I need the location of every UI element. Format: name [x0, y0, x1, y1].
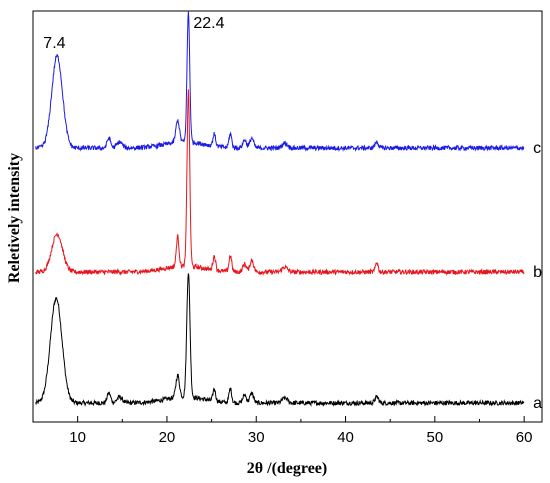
series-labels: a b c: [533, 140, 542, 412]
series-label-c: c: [533, 140, 541, 157]
peak-annotation: 7.4: [43, 35, 65, 52]
x-axis-title: 2θ /(degree): [247, 460, 327, 477]
series-line-b: [35, 89, 525, 277]
peak-annotations: 7.4 22.4: [43, 15, 224, 52]
series-layer: [35, 11, 525, 408]
series-line-a: [35, 273, 525, 408]
x-tick-label: 30: [248, 429, 265, 446]
series-line-c: [35, 11, 525, 153]
peak-annotation: 22.4: [193, 15, 224, 32]
x-ticks: 10 20 30 40 50 60: [32, 416, 533, 446]
x-tick-label: 60: [516, 429, 533, 446]
x-tick-label: 40: [337, 429, 354, 446]
x-tick-label: 10: [69, 429, 86, 446]
y-axis-title: Reletively intensity: [6, 153, 23, 283]
x-tick-label: 50: [426, 429, 443, 446]
plot-frame: [32, 10, 543, 423]
series-label-a: a: [533, 395, 542, 412]
x-tick-label: 20: [159, 429, 176, 446]
series-label-b: b: [533, 264, 542, 281]
